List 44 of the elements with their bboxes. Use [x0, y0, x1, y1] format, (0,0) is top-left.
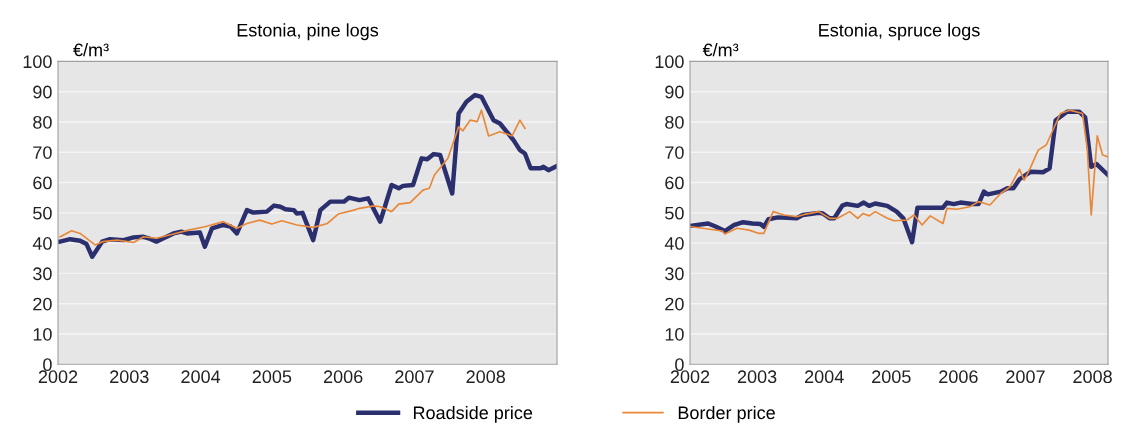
x-tick-label: 2008: [466, 370, 506, 384]
chart-title: Estonia, pine logs: [237, 23, 379, 41]
y-tick-label: 10: [33, 327, 52, 341]
y-tick-label: 10: [665, 327, 684, 341]
legend-label: Border price: [678, 405, 775, 423]
x-tick-label: 2002: [38, 370, 78, 384]
y-tick-label: 20: [665, 297, 684, 311]
y-tick-label: 20: [33, 297, 52, 311]
x-tick-label: 2004: [181, 370, 221, 384]
y-tick-label: 90: [33, 85, 52, 99]
y-tick-label: 80: [33, 115, 52, 129]
x-tick-label: 2006: [939, 370, 978, 384]
y-tick-label: 60: [33, 176, 52, 190]
y-tick-label: 70: [33, 146, 52, 159]
y-tick-label: 0: [675, 358, 684, 372]
y-tick-label: 60: [665, 176, 684, 190]
x-tick-label: 2005: [252, 370, 292, 384]
x-tick-label: 2007: [1006, 370, 1045, 384]
x-tick-label: 2006: [323, 370, 363, 384]
y-tick-label: 100: [655, 55, 684, 69]
y-axis-title: €/m³: [702, 43, 739, 57]
y-tick-label: 30: [33, 267, 52, 281]
line-series: [58, 92, 557, 259]
x-tick-label: 2007: [395, 370, 434, 384]
x-tick-label: 2005: [872, 370, 911, 384]
x-tick-label: 2003: [737, 370, 777, 384]
x-tick-label: 2002: [670, 370, 710, 384]
y-tick-label: 30: [665, 267, 684, 281]
y-tick-label: 90: [665, 85, 684, 99]
y-tick-label: 50: [665, 206, 684, 220]
y-tick-label: 40: [32, 237, 52, 250]
x-tick-label: 2008: [1073, 370, 1112, 384]
chart-title: Estonia, spruce logs: [819, 23, 980, 41]
y-tick-label: 70: [665, 146, 684, 159]
x-tick-label: 2004: [805, 370, 844, 384]
x-tick-label: 2003: [110, 370, 149, 384]
y-tick-label: 80: [665, 115, 684, 129]
line-series: [59, 109, 526, 246]
legend-label: Roadside price: [413, 405, 533, 423]
y-axis-title: €/m³: [73, 43, 109, 57]
y-tick-label: 50: [33, 206, 52, 220]
y-tick-label: 0: [43, 358, 52, 372]
y-tick-label: 100: [23, 55, 52, 69]
y-tick-label: 40: [664, 237, 684, 250]
